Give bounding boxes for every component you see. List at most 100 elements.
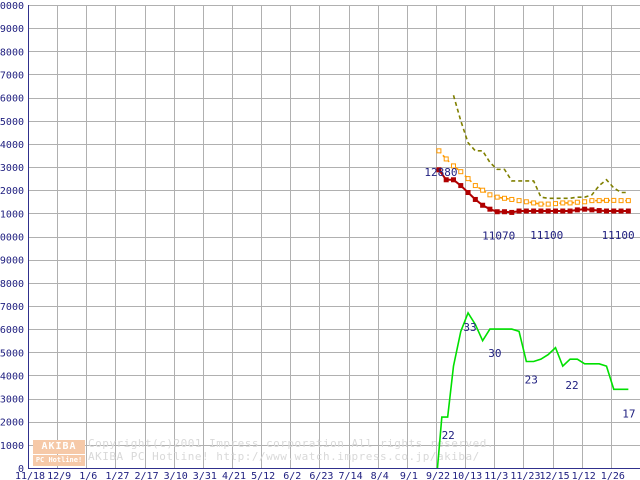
data-point-marker-average-price bbox=[472, 183, 478, 189]
data-point-marker-average-price bbox=[465, 176, 471, 182]
data-point-marker-min-price bbox=[480, 202, 486, 208]
data-point-marker-min-price bbox=[436, 167, 442, 173]
watermark-text-layer: Copyright(c)2001 Impress corporation All… bbox=[88, 437, 494, 463]
chart-series-layer bbox=[436, 95, 631, 469]
data-point-marker-min-price bbox=[545, 208, 551, 214]
data-point-marker-average-price bbox=[589, 198, 595, 204]
data-point-marker-average-price bbox=[582, 199, 588, 205]
x-tick-label: 4/21 bbox=[222, 471, 246, 480]
chart-data-labels: 12880 11070 11100 11100 22 33 30 23 22 17 bbox=[424, 166, 635, 442]
x-tick-label: 7/14 bbox=[339, 471, 363, 480]
data-point-marker-average-price bbox=[567, 200, 573, 206]
y-axis-tick-labels: 0 1000 2000 3000 4000 5000 6000 7000 8000 9000 100… bbox=[0, 1, 24, 475]
y-tick-label: 4000 bbox=[0, 371, 24, 382]
y-tick-label: 8000 bbox=[0, 279, 24, 290]
data-point-marker-average-price bbox=[443, 156, 449, 162]
data-point-marker-min-price bbox=[567, 208, 573, 214]
x-tick-label: 1/27 bbox=[105, 471, 129, 480]
x-tick-label: 1/6 bbox=[79, 471, 97, 480]
y-tick-label: 16000 bbox=[0, 94, 24, 105]
y-tick-label: 13000 bbox=[0, 163, 24, 174]
akiba-logo-title: AKIBA bbox=[33, 440, 85, 454]
data-point-marker-min-price bbox=[603, 208, 609, 214]
watermark-url-line: AKIBA PC Hotline! http://www.watch.impre… bbox=[88, 450, 480, 463]
data-point-marker-min-price bbox=[509, 209, 515, 215]
data-point-marker-average-price bbox=[603, 197, 609, 203]
data-value-label: 11100 bbox=[602, 229, 635, 242]
data-value-label: 23 bbox=[525, 374, 538, 387]
x-tick-label: 9/1 bbox=[400, 471, 418, 480]
data-value-label: 22 bbox=[565, 379, 578, 392]
x-tick-label: 12/9 bbox=[47, 471, 71, 480]
data-point-marker-min-price bbox=[494, 209, 500, 215]
x-tick-label: 3/10 bbox=[164, 471, 188, 480]
data-point-marker-min-price bbox=[531, 208, 537, 214]
data-point-marker-average-price bbox=[450, 163, 456, 169]
data-point-marker-average-price bbox=[531, 200, 537, 206]
data-point-marker-average-price bbox=[487, 192, 493, 198]
data-point-marker-average-price bbox=[625, 198, 631, 204]
data-point-marker-average-price bbox=[436, 148, 442, 154]
x-tick-label: 11/18 bbox=[15, 471, 45, 480]
y-tick-label: 2000 bbox=[0, 418, 24, 429]
data-point-marker-min-price bbox=[538, 208, 544, 214]
data-point-marker-min-price bbox=[625, 208, 631, 214]
data-point-marker-min-price bbox=[487, 206, 493, 212]
x-tick-label: 5/12 bbox=[251, 471, 275, 480]
data-point-marker-min-price bbox=[582, 206, 588, 212]
watermark-copyright-line: Copyright(c)2001 Impress corporation All… bbox=[88, 437, 494, 450]
data-point-marker-min-price bbox=[611, 208, 617, 214]
y-tick-label: 1000 bbox=[0, 441, 24, 452]
data-point-marker-min-price bbox=[618, 208, 624, 214]
data-point-marker-average-price bbox=[538, 201, 544, 207]
y-tick-label: 15000 bbox=[0, 117, 24, 128]
data-point-marker-average-price bbox=[516, 198, 522, 204]
data-value-label: 11070 bbox=[482, 230, 515, 243]
data-value-label: 30 bbox=[488, 347, 501, 360]
data-point-marker-average-price bbox=[552, 201, 558, 207]
y-tick-label: 7000 bbox=[0, 302, 24, 313]
y-tick-label: 19000 bbox=[0, 24, 24, 35]
y-tick-label: 12000 bbox=[0, 186, 24, 197]
x-tick-label: 11/23 bbox=[510, 471, 540, 480]
data-point-marker-min-price bbox=[552, 208, 558, 214]
data-point-marker-average-price bbox=[611, 197, 617, 203]
x-tick-label: 12/15 bbox=[540, 471, 570, 480]
x-tick-label: 2/17 bbox=[135, 471, 159, 480]
y-tick-label: 17000 bbox=[0, 70, 24, 81]
x-tick-label: 3/31 bbox=[193, 471, 217, 480]
y-tick-label: 5000 bbox=[0, 348, 24, 359]
chart-gridlines bbox=[28, 5, 640, 469]
x-tick-label: 11/3 bbox=[484, 471, 508, 480]
x-tick-label: 6/23 bbox=[309, 471, 333, 480]
data-point-marker-min-price bbox=[443, 177, 449, 183]
chart-axes bbox=[28, 5, 640, 469]
y-tick-label: 9000 bbox=[0, 256, 24, 267]
akiba-logo: AKIBA PC Hotline! bbox=[33, 440, 85, 466]
y-tick-label: 10000 bbox=[0, 233, 24, 244]
data-point-marker-average-price bbox=[596, 198, 602, 204]
x-tick-label: 8/4 bbox=[371, 471, 389, 480]
y-tick-label: 3000 bbox=[0, 395, 24, 406]
data-point-marker-average-price bbox=[560, 200, 566, 206]
data-point-marker-average-price bbox=[574, 199, 580, 205]
y-tick-label: 20000 bbox=[0, 1, 24, 12]
data-point-marker-average-price bbox=[509, 196, 515, 202]
data-point-marker-min-price bbox=[458, 183, 464, 189]
data-point-marker-average-price bbox=[618, 198, 624, 204]
data-point-marker-min-price bbox=[560, 208, 566, 214]
data-point-marker-average-price bbox=[494, 194, 500, 200]
data-point-marker-average-price bbox=[458, 169, 464, 175]
x-tick-label: 1/26 bbox=[601, 471, 625, 480]
akiba-logo-subtitle: PC Hotline! bbox=[33, 455, 85, 466]
data-point-marker-min-price bbox=[516, 208, 522, 214]
data-point-marker-average-price bbox=[501, 195, 507, 201]
y-tick-label: 11000 bbox=[0, 209, 24, 220]
data-value-label: 17 bbox=[622, 407, 635, 420]
data-point-marker-average-price bbox=[480, 187, 486, 193]
y-tick-label: 6000 bbox=[0, 325, 24, 336]
data-point-marker-min-price bbox=[450, 177, 456, 183]
x-axis-tick-labels: 11/18 12/9 1/6 1/27 2/17 3/10 3/31 4/21 5/12 6/2 6… bbox=[15, 471, 625, 480]
data-point-marker-min-price bbox=[501, 209, 507, 215]
data-value-label: 22 bbox=[442, 429, 455, 442]
